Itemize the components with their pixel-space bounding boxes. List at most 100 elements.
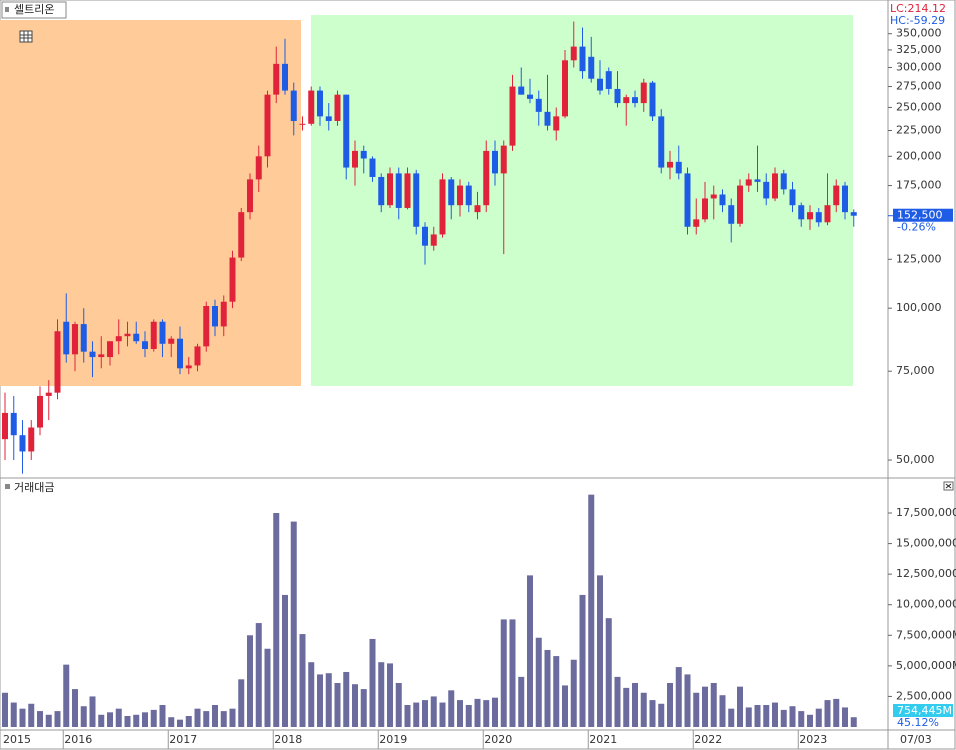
volume-bar	[124, 715, 131, 727]
volume-bar	[605, 618, 612, 727]
volume-bar	[597, 575, 603, 727]
volume-bar	[448, 690, 455, 727]
volume-bar	[142, 712, 148, 727]
table-icon-grid	[20, 31, 32, 42]
volume-bar	[500, 619, 507, 727]
candle-body	[702, 198, 708, 220]
volume-bar	[527, 575, 533, 727]
candle-body	[850, 212, 857, 216]
candle-body	[19, 435, 26, 452]
volume-bar	[745, 707, 752, 727]
x-tick-label: 2019	[379, 733, 407, 746]
volume-bar	[465, 704, 472, 727]
candle-body	[780, 173, 787, 190]
candle-body	[807, 212, 813, 220]
candle-body	[404, 173, 411, 208]
candle-body	[798, 205, 805, 220]
candle-body	[115, 336, 122, 342]
volume-bar	[772, 702, 778, 727]
volume-bar	[378, 662, 385, 727]
volume-bar	[150, 709, 157, 727]
y-tick-label: 200,000	[896, 149, 942, 162]
candle-body	[308, 90, 315, 124]
candle-body	[614, 88, 621, 104]
volume-bar	[798, 711, 805, 727]
candle-body	[177, 338, 183, 369]
candle-body	[693, 219, 700, 227]
volume-bar	[658, 703, 665, 727]
candle-body	[667, 161, 673, 168]
volume-bar	[640, 692, 647, 727]
y-tick-label: 2,500,000	[896, 689, 952, 702]
volume-bar	[789, 706, 796, 727]
volume-bar	[290, 521, 297, 727]
volume-bar	[614, 676, 621, 727]
candle-body	[212, 305, 218, 327]
candle-body	[282, 63, 288, 91]
candle-body	[360, 150, 367, 159]
volume-bar	[115, 708, 122, 727]
volume-bar	[824, 700, 831, 727]
candle-body	[632, 97, 638, 104]
volume-bar	[693, 692, 700, 727]
candle-body	[159, 321, 166, 344]
candle-body	[553, 116, 560, 131]
volume-bar	[2, 692, 8, 727]
y-tick-label: 325,000	[896, 43, 942, 56]
volume-bar	[553, 656, 560, 727]
candle-body	[728, 205, 735, 224]
candle-body	[509, 86, 516, 146]
y-tick-label: 15,000,000	[896, 537, 956, 550]
volume-bar	[632, 682, 638, 727]
volume-bar	[255, 623, 262, 727]
y-tick-label: 275,000	[896, 80, 942, 93]
volume-bar	[317, 674, 323, 727]
title-box[interactable]	[1, 1, 67, 19]
volume-bar	[352, 684, 358, 727]
volume-bar	[404, 704, 411, 727]
table-icon[interactable]	[19, 30, 33, 43]
candle-body	[378, 176, 385, 206]
volume-bar	[492, 697, 498, 727]
candle-body	[413, 173, 420, 227]
chart-title: 셀트리온	[14, 3, 54, 16]
volume-bar	[667, 682, 673, 727]
candle-body	[273, 63, 280, 95]
volume-bar	[387, 663, 393, 727]
volume-bar	[728, 708, 735, 727]
candle-body	[535, 98, 542, 112]
x-tick-label: 2022	[694, 733, 722, 746]
candle-body	[579, 46, 586, 72]
volume-bar	[247, 635, 253, 727]
candle-body	[570, 46, 577, 61]
candle-body	[745, 179, 752, 186]
volume-bar	[430, 696, 437, 727]
candle-body	[2, 412, 8, 440]
plot	[2, 21, 857, 727]
candle-body	[238, 212, 245, 258]
candle-body	[142, 341, 148, 350]
volume-title: 거래대금	[14, 481, 54, 494]
volume-bar	[439, 702, 446, 727]
volume-bar	[422, 700, 428, 727]
candle-body	[562, 60, 568, 117]
volume-bar	[474, 698, 481, 727]
candle-body	[229, 257, 236, 302]
volume-bar	[343, 671, 350, 727]
candle-body	[54, 331, 61, 393]
volume-bar	[238, 679, 245, 727]
candle-body	[150, 321, 157, 350]
candle-body	[168, 338, 175, 344]
y-tick-label: 50,000	[896, 453, 935, 466]
volume-bar	[299, 634, 306, 727]
volume-bar	[815, 708, 822, 727]
x-tick-label: 2020	[484, 733, 512, 746]
last-close-box	[893, 208, 953, 222]
candle-body	[439, 179, 446, 235]
candle-body	[185, 365, 192, 369]
volume-bar	[80, 706, 87, 727]
volume-bar	[623, 687, 630, 727]
candle-body	[255, 156, 262, 180]
candle-body	[833, 185, 840, 206]
